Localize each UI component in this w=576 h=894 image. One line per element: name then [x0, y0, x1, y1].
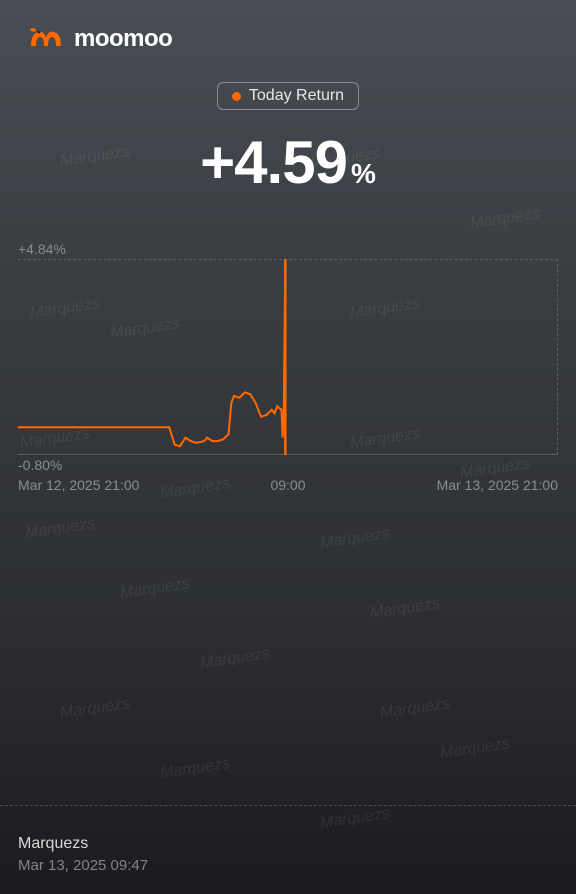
- watermark-text: Marquezs: [319, 805, 391, 833]
- moomoo-logo-icon: [28, 24, 64, 54]
- today-return-badge: Today Return: [217, 82, 359, 110]
- x-axis: Mar 12, 2025 21:00 09:00 Mar 13, 2025 21…: [18, 477, 558, 493]
- y-axis-top-label: +4.84%: [18, 241, 66, 257]
- return-value: +4.59 %: [0, 128, 576, 197]
- watermark-text: Marquezs: [369, 595, 441, 623]
- logo-area: moomoo: [0, 0, 576, 78]
- footer-divider: [0, 805, 576, 806]
- footer-username: Marquezs: [18, 835, 148, 853]
- badge-label: Today Return: [249, 87, 344, 105]
- watermark-text: Marquezs: [379, 695, 451, 723]
- x-axis-mid: 09:00: [270, 477, 305, 493]
- watermark-text: Marquezs: [119, 575, 191, 603]
- watermark-text: Marquezs: [469, 205, 541, 233]
- watermark-text: Marquezs: [319, 525, 391, 553]
- watermark-text: Marquezs: [439, 735, 511, 763]
- x-axis-left: Mar 12, 2025 21:00: [18, 477, 139, 493]
- return-main: +4.59: [200, 128, 347, 197]
- brand-name: moomoo: [74, 25, 172, 53]
- chart-area: +4.84% -0.80%: [18, 247, 558, 467]
- footer: Marquezs Mar 13, 2025 09:47: [18, 835, 148, 874]
- footer-timestamp: Mar 13, 2025 09:47: [18, 857, 148, 874]
- watermark-text: Marquezs: [59, 695, 131, 723]
- watermark-text: Marquezs: [159, 755, 231, 783]
- return-line-chart: [18, 259, 558, 455]
- watermark-text: Marquezs: [24, 515, 96, 543]
- x-axis-right: Mar 13, 2025 21:00: [437, 477, 558, 493]
- y-axis-bottom-label: -0.80%: [18, 457, 62, 473]
- return-unit: %: [351, 158, 376, 190]
- watermark-text: Marquezs: [199, 645, 271, 673]
- badge-dot-icon: [232, 92, 241, 101]
- badge-row: Today Return: [0, 82, 576, 110]
